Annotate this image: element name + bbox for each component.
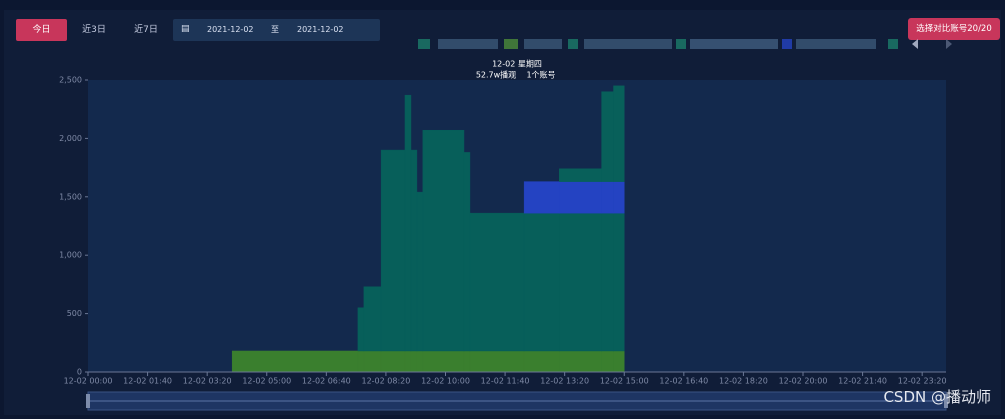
tooltip-accounts: 1个账号 [526,71,555,80]
y-tick-label: 1,500 [59,192,82,201]
area-segment [613,350,625,373]
area-segment [416,191,424,352]
area-segment [363,286,382,352]
area-segment [357,350,365,373]
today-button[interactable]: 今日 [16,19,67,41]
area-segment [559,212,602,352]
tooltip-date: 12-02 星期四 [492,60,542,69]
x-tick-label: 12-02 21:40 [838,377,887,386]
area-segment [380,149,406,352]
x-tick-label: 12-02 03:20 [183,377,232,386]
area-segment [601,350,614,373]
y-tick-label: 1,000 [59,251,82,260]
area-segment [410,149,418,352]
calendar-icon: ▤ [181,24,190,34]
area-segment [613,85,625,182]
area-segment [613,181,625,214]
x-tick-label: 12-02 16:40 [659,377,708,386]
y-tick-label: 0 [77,368,82,377]
area-segment [404,94,412,352]
area-segment [523,181,560,214]
last7-button[interactable]: 近7日 [134,25,158,35]
area-segment [559,168,602,182]
x-tick-label: 12-02 23:20 [898,377,947,386]
x-tick-label: 12-02 08:20 [361,377,410,386]
area-segment [613,212,625,352]
area-segment [410,350,418,373]
compare-button[interactable]: 选择对比账号20/20 [908,18,1000,40]
area-segment [422,350,465,373]
date-end: 2021-12-02 [297,25,344,34]
y-tick-label: 2,500 [59,76,82,85]
date-start: 2021-12-02 [207,25,254,34]
area-segment [601,181,614,214]
area-segment [380,350,406,373]
area-segment [463,152,471,352]
area-segment [231,350,359,373]
x-tick-label: 12-02 10:00 [421,377,470,386]
tooltip-views: 52.7w播观 [476,70,516,80]
x-tick-label: 12-02 13:20 [540,377,589,386]
area-segment [523,350,560,373]
area-segment [363,350,382,373]
area-segment [404,350,412,373]
area-segment [601,212,614,352]
area-segment [523,212,560,352]
x-tick-label: 12-02 01:40 [123,377,172,386]
date-sep: 至 [271,25,279,34]
area-segment [416,350,424,373]
area-segment [463,350,471,373]
x-tick-label: 12-02 00:00 [64,377,113,386]
area-segment [559,350,602,373]
x-tick-label: 12-02 11:40 [481,377,530,386]
area-segment [601,91,614,182]
legend-blurred [418,39,952,49]
x-tick-label: 12-02 18:20 [719,377,768,386]
area-segment [469,350,525,373]
date-range[interactable]: ▤ 2021-12-02 至 2021-12-02 [173,19,380,41]
y-tick-label: 500 [67,309,82,318]
x-tick-label: 12-02 15:00 [600,377,649,386]
x-tick-label: 12-02 05:00 [242,377,291,386]
watermark: CSDN @播动师 [883,388,991,406]
zoom-slider[interactable] [86,391,948,411]
area-segment [469,212,525,352]
area-segment [559,181,602,214]
x-tick-label: 12-02 20:00 [779,377,828,386]
x-tick-label: 12-02 06:40 [302,377,351,386]
last3-button[interactable]: 近3日 [82,25,106,35]
area-segment [357,307,365,352]
area-segment [422,129,465,352]
y-tick-label: 2,000 [59,134,82,143]
